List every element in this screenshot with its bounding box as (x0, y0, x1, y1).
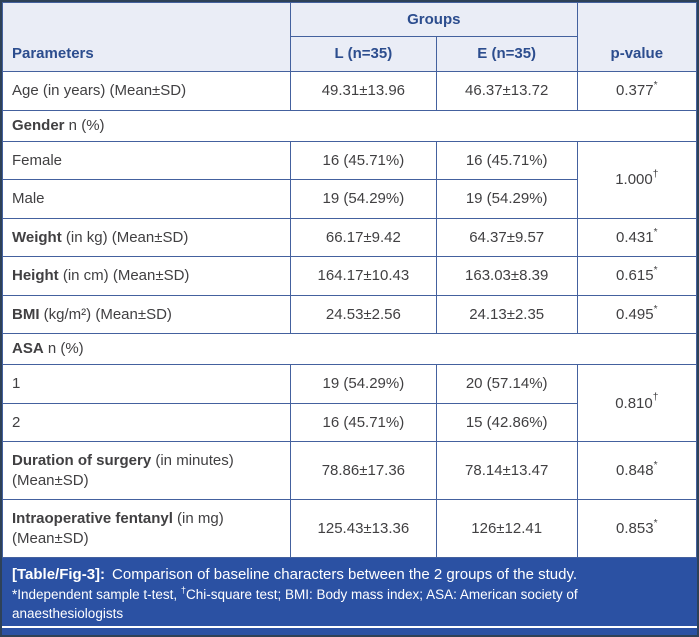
table-row-female: Female 16 (45.71%) 16 (45.71%) 1.000† (2, 140, 698, 219)
value-cell-l: 24.53±2.56 (290, 294, 437, 334)
value-cell-l: 16 (45.71%) (290, 402, 437, 442)
value-cell-e: 16 (45.71%) (435, 140, 578, 180)
value-cell-e: 20 (57.14%) (435, 364, 578, 404)
table-row-age: Age (in years) (Mean±SD) 49.31±13.96 46.… (2, 71, 698, 111)
col-header-groups: Groups (290, 2, 578, 37)
caption-text: Comparison of baseline characters betwee… (112, 566, 578, 583)
param-cell: 1 (2, 364, 291, 404)
p-value-cell: 1.000† (576, 140, 698, 219)
col-header-group-e: E (n=35) (435, 36, 578, 72)
caption-title: [Table/Fig-3]: Comparison of baseline cha… (12, 566, 687, 583)
param-cell: Intraoperative fentanyl (in mg) (Mean±SD) (2, 499, 291, 558)
value-cell-l: 19 (54.29%) (290, 179, 437, 219)
value-cell-e: 126±12.41 (435, 499, 578, 558)
param-cell: Age (in years) (Mean±SD) (2, 71, 291, 111)
param-cell: Male (2, 179, 291, 219)
table-row-male: Male 19 (54.29%) 19 (54.29%) (2, 179, 697, 219)
param-cell: Female (2, 140, 291, 180)
col-header-group-l: L (n=35) (290, 36, 437, 72)
baseline-characteristics-table: Parameters Groups p-value L (n=35) E (n=… (2, 2, 698, 558)
p-value-cell: 0.615* (576, 256, 698, 296)
table-header: Parameters Groups p-value L (n=35) E (n=… (2, 2, 698, 72)
p-value-cell: 0.495* (576, 294, 698, 334)
value-cell-l: 164.17±10.43 (290, 256, 437, 296)
section-row-asa: ASA n (%) (2, 333, 697, 365)
value-cell-l: 78.86±17.36 (290, 441, 437, 500)
table-row-asa-1: 1 19 (54.29%) 20 (57.14%) 0.810† (2, 364, 698, 442)
col-header-p-value: p-value (576, 2, 698, 72)
value-cell-e: 78.14±13.47 (435, 441, 578, 500)
value-cell-e: 163.03±8.39 (435, 256, 578, 296)
table-row-height: Height (in cm) (Mean±SD) 164.17±10.43 16… (2, 256, 698, 296)
col-header-parameters: Parameters (2, 2, 291, 72)
param-cell: 2 (2, 402, 291, 442)
p-value-cell: 0.848* (576, 441, 698, 500)
table-row-bmi: BMI (kg/m²) (Mean±SD) 24.53±2.56 24.13±2… (2, 294, 698, 334)
table-body: Age (in years) (Mean±SD) 49.31±13.96 46.… (2, 71, 698, 558)
section-cell: ASA n (%) (2, 333, 697, 365)
value-cell-e: 24.13±2.35 (435, 294, 578, 334)
param-line2: (Mean±SD) (12, 471, 89, 489)
value-cell-l: 19 (54.29%) (290, 364, 437, 404)
section-row-gender: Gender n (%) (2, 109, 697, 142)
value-cell-l: 16 (45.71%) (290, 140, 437, 180)
param-line2: (Mean±SD) (12, 529, 89, 547)
p-value-cell: 0.810† (576, 364, 698, 442)
value-cell-l: 125.43±13.36 (290, 499, 437, 558)
value-cell-e: 64.37±9.57 (435, 217, 578, 257)
param-cell: Duration of surgery (in minutes) (Mean±SD… (2, 441, 291, 500)
value-cell-l: 49.31±13.96 (290, 71, 437, 111)
param-cell: Height (in cm) (Mean±SD) (2, 256, 291, 296)
caption-bar: [Table/Fig-3]: Comparison of baseline cha… (2, 558, 697, 635)
header-row-subgroups: L (n=35) E (n=35) (3, 36, 697, 72)
param-cell: Weight (in kg) (Mean±SD) (2, 217, 291, 257)
table-row-weight: Weight (in kg) (Mean±SD) 66.17±9.42 64.3… (2, 217, 698, 257)
p-value-cell: 0.853* (576, 499, 698, 558)
p-value-cell: 0.377* (576, 71, 698, 111)
section-cell: Gender n (%) (2, 109, 697, 142)
param-cell: BMI (kg/m²) (Mean±SD) (2, 294, 291, 334)
table-row-fentanyl: Intraoperative fentanyl (in mg) (Mean±SD)… (2, 499, 698, 558)
caption-footnote: *Independent sample t-test, †Chi-square … (12, 584, 578, 621)
table-row-asa-2: 2 16 (45.71%) 15 (42.86%) (2, 402, 697, 442)
table-row-duration: Duration of surgery (in minutes) (Mean±SD… (2, 441, 698, 500)
value-cell-e: 46.37±13.72 (435, 71, 578, 111)
p-value-cell: 0.431* (576, 217, 698, 257)
caption-separator (2, 626, 697, 628)
header-row-groups: Parameters Groups p-value (2, 2, 698, 72)
value-cell-e: 15 (42.86%) (435, 402, 578, 442)
value-cell-e: 19 (54.29%) (435, 179, 578, 219)
caption-label: [Table/Fig-3]: (12, 566, 106, 583)
value-cell-l: 66.17±9.42 (290, 217, 437, 257)
